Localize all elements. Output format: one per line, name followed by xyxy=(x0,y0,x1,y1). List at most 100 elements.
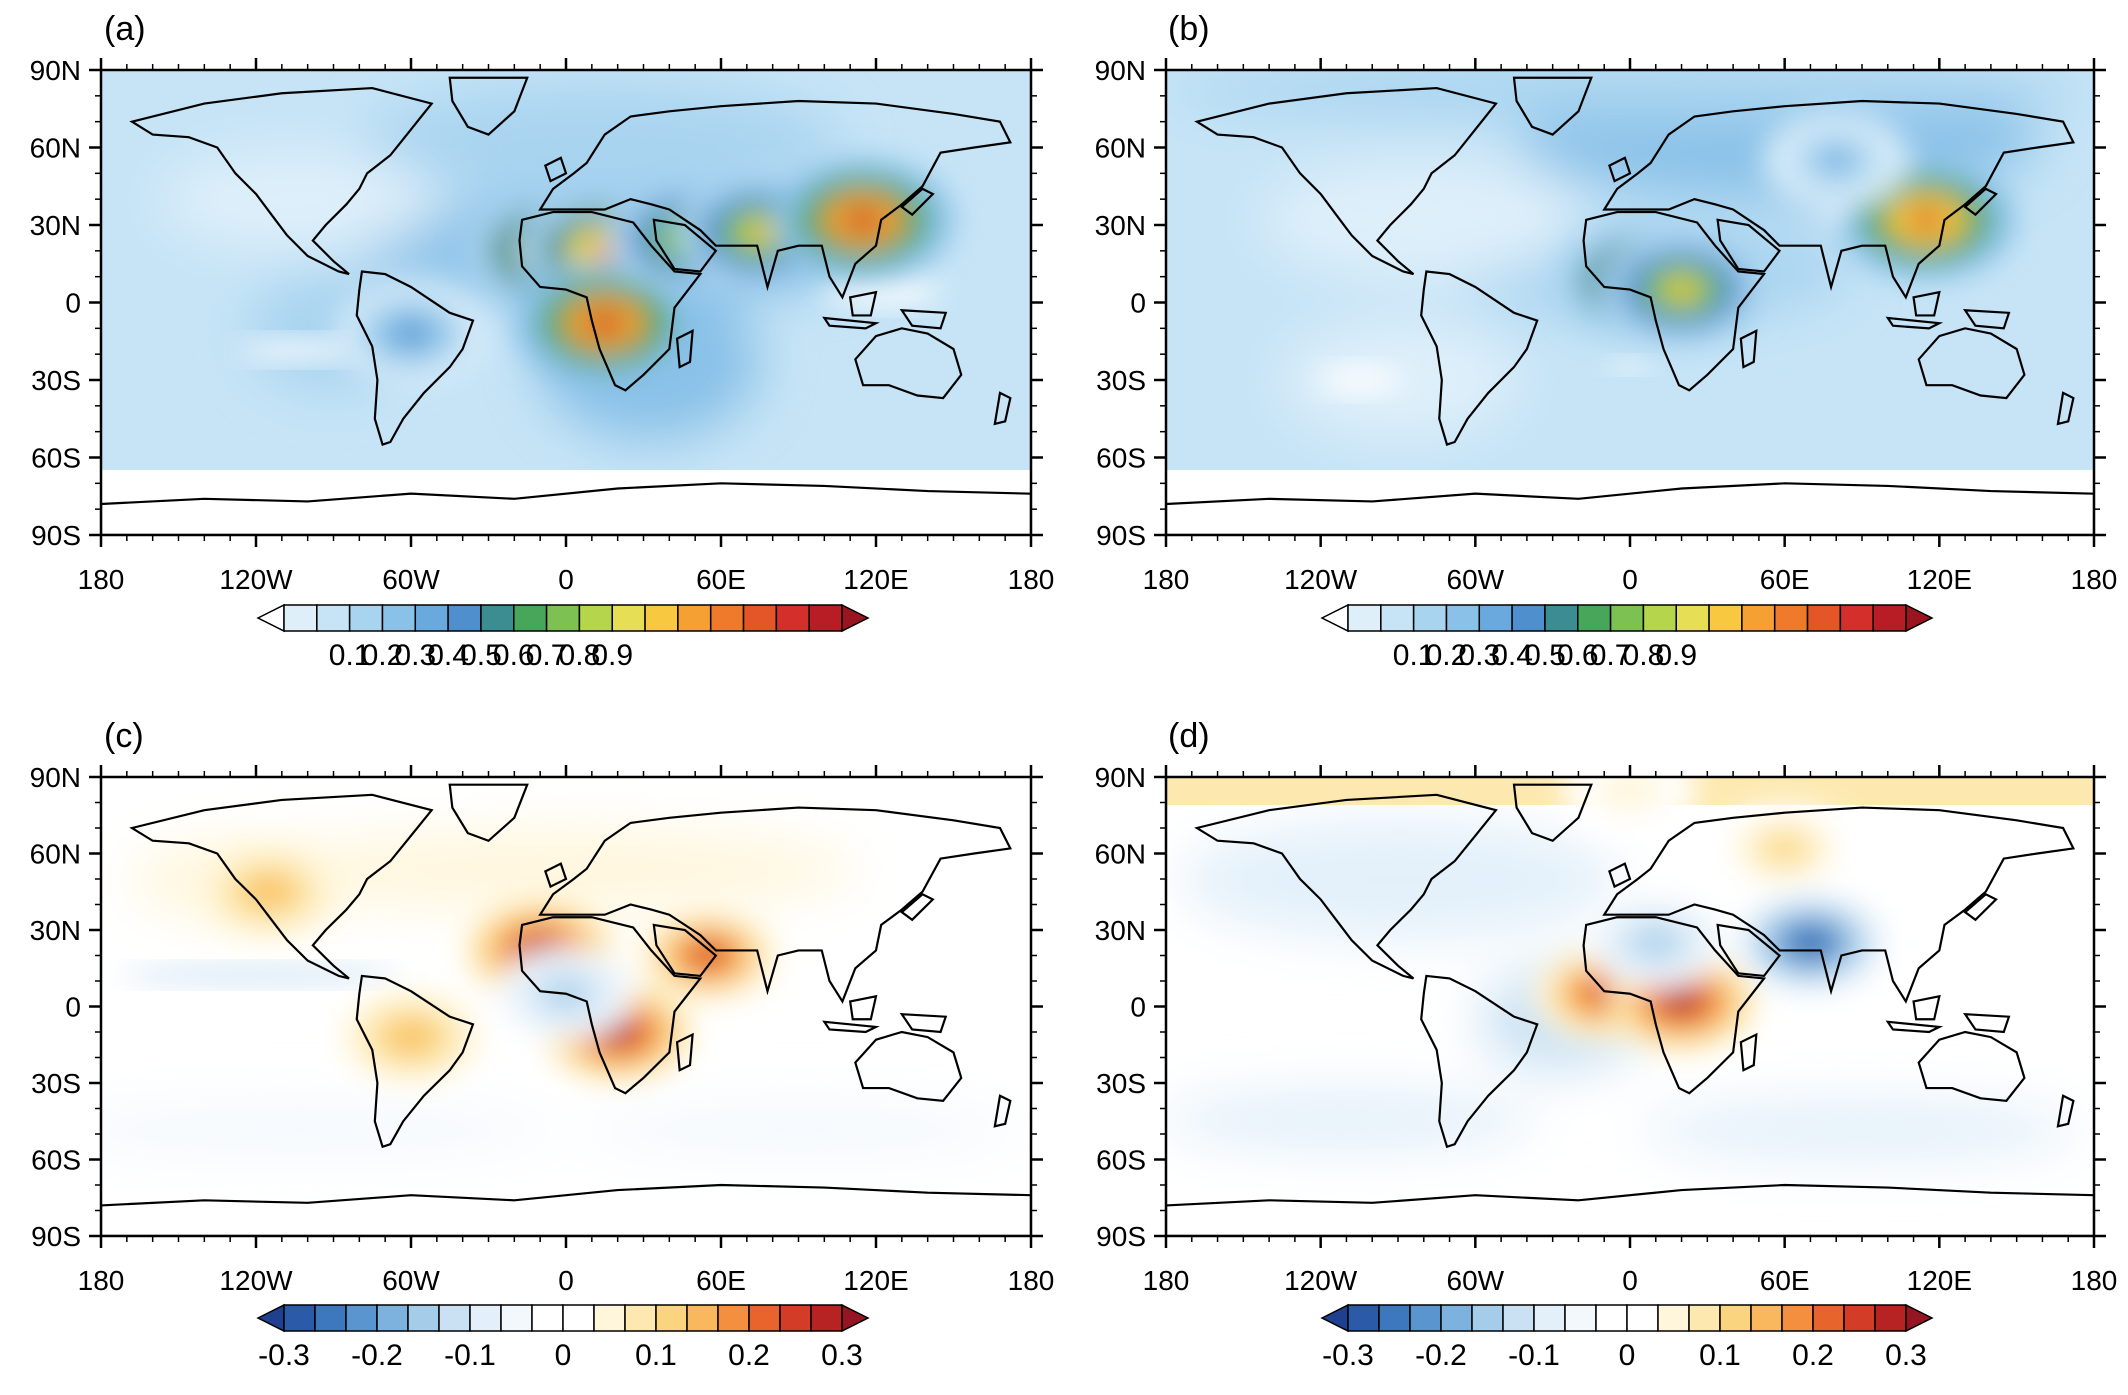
xtick-label-b-5: 120E xyxy=(1907,564,1972,595)
ytick-label-c-6: 90S xyxy=(31,1221,81,1252)
hotspots-a xyxy=(337,159,954,384)
colorbar-d-box-7 xyxy=(1533,1304,1566,1332)
colorbar-c-min-arrow xyxy=(256,1303,285,1333)
panel-label-a: (a) xyxy=(104,10,146,48)
xtick-label-b-6: 180 xyxy=(2071,564,2118,595)
xtick-label-d-4: 60E xyxy=(1760,1265,1810,1296)
xtick-label-b-1: 120W xyxy=(1284,564,1358,595)
xtick-label-d-1: 120W xyxy=(1284,1265,1358,1296)
colorbar-b-box-3 xyxy=(1412,604,1448,632)
colorbar-b-label-6: 0.7 xyxy=(1590,639,1632,672)
colorbar-c-box-4 xyxy=(376,1304,409,1332)
colorbar-d-box-18 xyxy=(1874,1304,1907,1332)
colorbar-b-box-13 xyxy=(1741,604,1776,632)
hotspots-b xyxy=(1556,112,2016,345)
panel-d: (d) 180 120W 60W 0 60E 120E 180 90N 60N 30N 0 30S 60… xyxy=(1095,717,2118,1372)
xtick-label-a-0: 180 xyxy=(78,564,125,595)
colorbar-d-box-11 xyxy=(1657,1304,1690,1332)
colorbar-c-box-16 xyxy=(748,1304,781,1332)
map-field-a xyxy=(101,70,1031,535)
colorbar-a-box-11 xyxy=(611,604,646,632)
colorbar-a-label-7: 0.8 xyxy=(559,639,601,672)
ytick-label-c-1: 60N xyxy=(30,839,81,870)
colorbar-b: 0.10.20.30.40.50.60.70.80.9 xyxy=(1320,603,1934,672)
ytick-label-a-6: 90S xyxy=(31,520,81,551)
hotspot-d-1-3 xyxy=(1665,990,1698,1013)
panel-c: (c) 180 120W 60W 0 60E 120E 180 90N 60N 30N 0 30S 60… xyxy=(30,717,1055,1372)
colorbar-b-box-4 xyxy=(1445,604,1481,632)
hotspot-b-3-3 xyxy=(1820,149,1853,172)
ytick-label-d-6: 90S xyxy=(1096,1221,1146,1252)
colorbar-a-label-6: 0.7 xyxy=(526,639,568,672)
xtick-label-a-4: 60E xyxy=(696,564,746,595)
hotspots-c xyxy=(199,845,781,1084)
colorbar-b-box-6 xyxy=(1511,604,1546,632)
map-field-b xyxy=(1166,70,2094,535)
colorbar-c-box-18 xyxy=(810,1304,843,1332)
ytick-label-d-3: 0 xyxy=(1130,992,1146,1023)
ytick-label-a-2: 30N xyxy=(30,210,81,241)
colorbar-a-box-17 xyxy=(808,604,843,632)
colorbar-a-label-5: 0.6 xyxy=(493,639,535,672)
xtick-label-a-5: 120E xyxy=(843,564,908,595)
colorbar-c-box-7 xyxy=(469,1304,502,1332)
xtick-label-a-6: 180 xyxy=(1008,564,1055,595)
colorbar-c-box-1 xyxy=(283,1304,316,1332)
colorbar-a-box-5 xyxy=(414,604,449,632)
panel-label-b: (b) xyxy=(1168,10,1210,48)
colorbar-b-box-12 xyxy=(1708,604,1743,632)
colorbar-a-label-3: 0.4 xyxy=(427,639,469,672)
ytick-label-b-5: 60S xyxy=(1096,443,1146,474)
colorbar-c: -0.3 -0.2 -0.1 0 0.1 0.2 0.3 xyxy=(256,1303,870,1372)
ytick-label-a-1: 60N xyxy=(30,133,81,164)
colorbar-d-box-2 xyxy=(1378,1304,1411,1332)
colorbar-d-box-8 xyxy=(1564,1304,1597,1332)
colorbar-c-box-12 xyxy=(624,1304,657,1332)
colorbar-a-label-0: 0.1 xyxy=(329,639,371,672)
hotspot-b-2-3 xyxy=(1910,209,1943,231)
axes-c: 180 120W 60W 0 60E 120E 180 90N 60N 30N 0 30S 60S 90S xyxy=(30,762,1055,1296)
xtick-label-d-3: 0 xyxy=(1622,1265,1638,1296)
colorbar-d: -0.3 -0.2 -0.1 0 0.1 0.2 0.3 xyxy=(1320,1303,1934,1372)
colorbar-a-box-8 xyxy=(513,604,548,632)
colorbar-b-box-10 xyxy=(1642,604,1677,632)
colorbar-a-box-1 xyxy=(283,604,318,632)
equator-band-c xyxy=(120,967,400,983)
ytick-label-b-0: 90N xyxy=(1095,55,1146,86)
colorbar-d-label-1: -0.2 xyxy=(1415,1339,1467,1372)
xtick-label-b-2: 60W xyxy=(1447,564,1505,595)
colorbar-d-box-1 xyxy=(1347,1304,1380,1332)
map-field-c xyxy=(101,777,1031,1236)
xtick-label-c-1: 120W xyxy=(219,1265,293,1296)
ytick-label-d-4: 30S xyxy=(1096,1068,1146,1099)
colorbar-d-min-arrow xyxy=(1320,1303,1349,1333)
ytick-label-a-0: 90N xyxy=(30,55,81,86)
panel-a: (a) 180 120W 60W 0 60E 120E 180 90N 60N 30N 0 30S 60… xyxy=(30,10,1055,672)
colorbar-b-box-11 xyxy=(1675,604,1710,632)
colorbar-b-box-5 xyxy=(1478,604,1513,632)
ytick-label-b-4: 30S xyxy=(1096,365,1146,396)
xtick-label-c-5: 120E xyxy=(843,1265,908,1296)
colorbar-a-box-13 xyxy=(677,604,712,632)
colorbar-a-box-7 xyxy=(480,604,515,632)
colorbar-d-max-arrow xyxy=(1905,1303,1934,1333)
colorbar-b-box-14 xyxy=(1773,604,1809,632)
colorbar-c-box-5 xyxy=(407,1304,440,1332)
colorbar-a-box-6 xyxy=(447,604,482,632)
axes-b: 180 120W 60W 0 60E 120E 180 90N 60N 30N 0 30S 60S 90S xyxy=(1095,55,2118,595)
xtick-label-a-2: 60W xyxy=(382,564,440,595)
xtick-label-b-0: 180 xyxy=(1143,564,1190,595)
ytick-label-b-3: 0 xyxy=(1130,288,1146,319)
colorbar-c-label-5: 0.2 xyxy=(728,1339,770,1372)
colorbar-b-box-9 xyxy=(1609,604,1645,632)
colorbar-b-box-2 xyxy=(1380,604,1415,632)
colorbar-c-box-17 xyxy=(779,1304,812,1332)
colorbar-c-label-4: 0.1 xyxy=(635,1339,677,1372)
colorbar-a-label-2: 0.3 xyxy=(394,639,436,672)
colorbar-b-box-1 xyxy=(1347,604,1382,632)
colorbar-d-label-5: 0.2 xyxy=(1792,1339,1834,1372)
hotspot-d-2-3 xyxy=(1639,931,1672,954)
colorbar-c-max-arrow xyxy=(841,1303,870,1333)
colorbar-c-label-0: -0.3 xyxy=(258,1339,310,1372)
colorbar-b-label-1: 0.2 xyxy=(1426,639,1468,672)
